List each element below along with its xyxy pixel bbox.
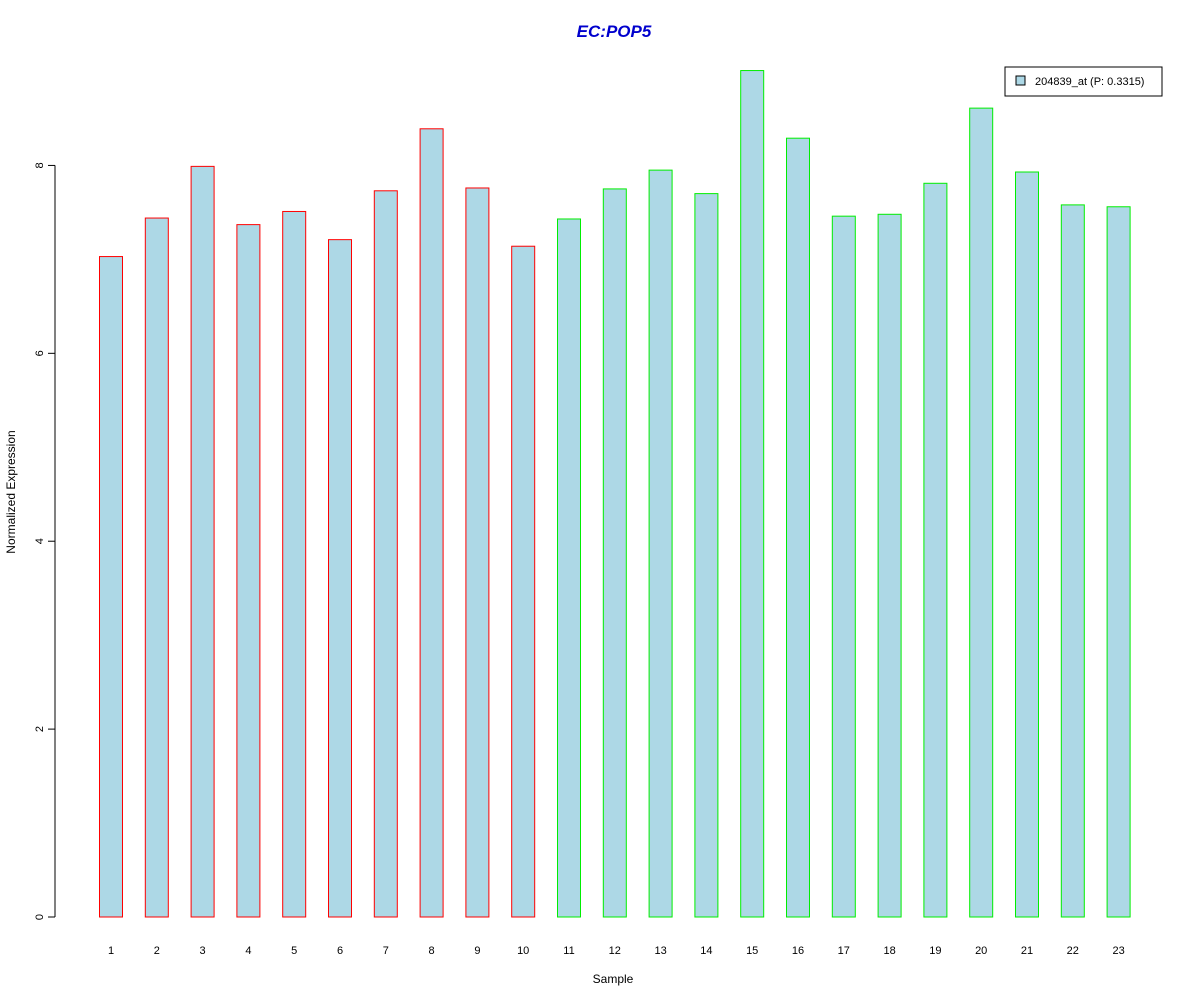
bar	[877, 213, 902, 918]
bar	[1106, 206, 1131, 918]
bars-group	[99, 70, 1131, 918]
x-tick-label: 7	[383, 945, 389, 957]
bar	[511, 245, 536, 918]
x-tick-label: 9	[474, 945, 480, 957]
bar	[419, 128, 444, 918]
y-tick-label: 8	[34, 162, 46, 168]
bar	[465, 187, 490, 918]
x-tick-label: 1	[108, 945, 114, 957]
bar	[328, 239, 352, 918]
bar	[557, 218, 581, 918]
x-tick-label: 19	[929, 945, 941, 957]
y-tick-label: 0	[34, 914, 46, 920]
bar	[831, 215, 856, 918]
x-tick-label: 4	[245, 945, 251, 957]
x-tick-label: 13	[654, 945, 666, 957]
y-tick-label: 4	[34, 538, 46, 544]
x-tick-label: 23	[1112, 945, 1124, 957]
y-axis: 0 2 4 6 8	[34, 162, 56, 920]
legend: 204839_at (P: 0.3315)	[1004, 66, 1163, 97]
bar	[602, 188, 627, 918]
x-tick-label: 8	[429, 945, 435, 957]
x-tick-label: 10	[517, 945, 529, 957]
bar	[190, 165, 215, 918]
x-tick-labels: 1 2 3 4 5 6 7 8 9 10 11 12 13 14 15 16 17 18 19 20 21 22 23	[108, 945, 1125, 957]
x-tick-label: 22	[1067, 945, 1079, 957]
bar	[786, 137, 810, 918]
x-tick-label: 18	[883, 945, 895, 957]
bar	[373, 190, 398, 918]
bar	[648, 169, 673, 918]
x-tick-label: 3	[200, 945, 206, 957]
x-tick-label: 20	[975, 945, 987, 957]
x-tick-label: 2	[154, 945, 160, 957]
legend-swatch	[1015, 75, 1026, 86]
bar	[923, 182, 948, 918]
chart-title: EC:POP5	[577, 22, 652, 41]
legend-box	[1004, 66, 1163, 97]
bar	[1060, 204, 1085, 918]
legend-label: 204839_at (P: 0.3315)	[1035, 76, 1144, 88]
x-tick-label: 12	[609, 945, 621, 957]
y-tick-label: 2	[34, 726, 46, 732]
x-tick-label: 17	[838, 945, 850, 957]
x-tick-label: 5	[291, 945, 297, 957]
x-tick-label: 21	[1021, 945, 1033, 957]
x-tick-label: 6	[337, 945, 343, 957]
bar	[282, 210, 307, 918]
bar	[236, 224, 261, 918]
bar	[1015, 171, 1039, 918]
x-tick-label: 11	[563, 945, 574, 957]
y-axis-title: Normalized Expression	[4, 430, 18, 553]
bar	[969, 107, 994, 918]
x-tick-label: 14	[700, 945, 712, 957]
bar	[694, 193, 719, 918]
bar	[99, 256, 123, 918]
y-tick-label: 6	[34, 350, 46, 356]
bar	[144, 217, 169, 918]
x-tick-label: 16	[792, 945, 804, 957]
bar	[740, 70, 765, 918]
x-axis-title: Sample	[593, 972, 634, 986]
x-tick-label: 15	[746, 945, 758, 957]
